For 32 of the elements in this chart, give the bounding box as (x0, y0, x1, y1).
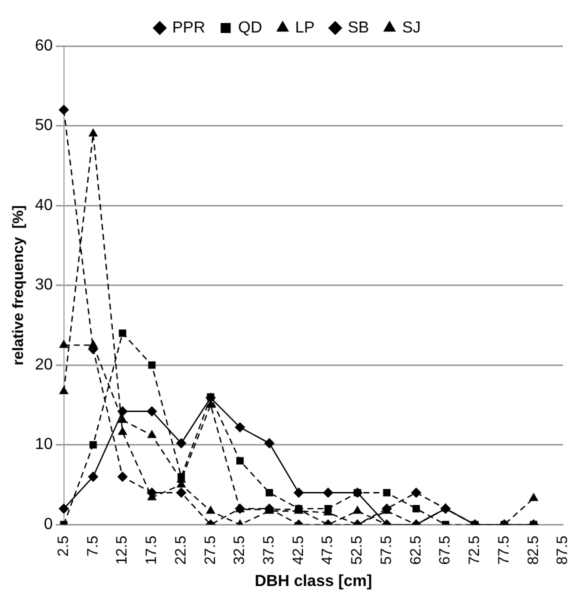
x-tick-label: 47.5 (319, 536, 336, 565)
x-tick-label: 32.5 (231, 536, 248, 565)
y-tick-label: 60 (35, 37, 53, 54)
legend-label: PPR (172, 19, 206, 36)
x-tick-label: 67.5 (436, 536, 454, 565)
legend-label: LP (295, 19, 315, 36)
x-tick-label: 82.5 (524, 536, 542, 565)
legend-label: SJ (402, 19, 421, 36)
x-axis-title: DBH class [cm] (254, 572, 372, 590)
x-tick-label: 2.5 (54, 536, 72, 556)
y-tick-label: 20 (35, 356, 53, 374)
y-tick-label: 50 (35, 117, 53, 134)
x-tick-label: 42.5 (290, 536, 307, 565)
y-tick-label: 40 (35, 196, 53, 214)
y-tick-label: 30 (35, 276, 53, 294)
x-tick-label: 27.5 (202, 536, 219, 565)
y-tick-label: 0 (44, 516, 53, 534)
x-tick-label: 12.5 (114, 536, 131, 565)
y-axis-title: relative frequency [%] (10, 205, 28, 366)
x-tick-label: 37.5 (260, 536, 278, 565)
x-tick-label: 7.5 (84, 536, 102, 556)
x-tick-label: 77.5 (495, 536, 512, 565)
x-tick-label: 72.5 (466, 536, 484, 565)
x-tick-label: 52.5 (348, 536, 366, 565)
y-tick-label: 10 (35, 436, 53, 454)
x-tick-label: 57.5 (378, 536, 395, 565)
legend-label: SB (348, 19, 370, 36)
x-tick-label: 22.5 (172, 536, 190, 565)
x-tick-label: 17.5 (143, 536, 160, 565)
x-tick-label: 62.5 (407, 536, 424, 565)
legend-label: QD (238, 19, 262, 36)
x-tick-label: 87.5 (554, 536, 572, 565)
